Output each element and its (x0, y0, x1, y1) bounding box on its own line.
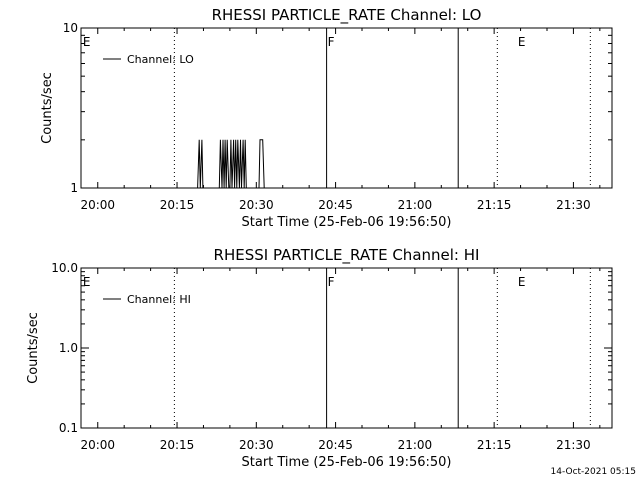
x-tick-label: 20:30 (239, 438, 274, 452)
plot-frame (80, 27, 613, 189)
y-tick-label: 10.0 (51, 261, 78, 275)
event-marker-label: E (518, 275, 526, 289)
event-marker-label: E (83, 35, 91, 49)
y-tick-label: 1.0 (59, 341, 78, 355)
x-tick-label: 20:15 (160, 438, 195, 452)
legend-entry: Channel: LO (127, 53, 194, 66)
x-tick-label: 20:00 (80, 438, 115, 452)
x-tick-label: 21:30 (556, 438, 591, 452)
chart-panel-0: RHESSI PARTICLE_RATE Channel: LO Start Ti… (40, 6, 613, 230)
x-tick-label: 21:00 (398, 438, 433, 452)
x-tick-label: 21:15 (477, 438, 512, 452)
x-axis-label: Start Time (25-Feb-06 19:56:50) (242, 455, 452, 470)
x-tick-label: 20:45 (318, 198, 353, 212)
chart-title: RHESSI PARTICLE_RATE Channel: LO (212, 6, 482, 25)
chart-title: RHESSI PARTICLE_RATE Channel: HI (214, 246, 480, 265)
event-marker-label: E (518, 35, 526, 49)
x-axis-label: Start Time (25-Feb-06 19:56:50) (242, 215, 452, 230)
series-line-0 (197, 139, 265, 189)
x-tick-label: 20:00 (80, 198, 115, 212)
x-tick-label: 21:30 (556, 198, 591, 212)
x-tick-label: 21:00 (398, 198, 433, 212)
x-tick-label: 20:30 (239, 198, 274, 212)
event-marker-label: E (83, 275, 91, 289)
x-tick-label: 21:15 (477, 198, 512, 212)
legend-entry: Channel: HI (127, 293, 191, 306)
timestamp: 14-Oct-2021 05:15 (551, 467, 636, 477)
y-axis-label: Counts/sec (40, 72, 55, 144)
y-axis-label: Counts/sec (26, 312, 41, 384)
event-marker-label: F (328, 275, 335, 289)
event-marker-label: F (328, 35, 335, 49)
y-tick-label: 0.1 (59, 421, 78, 435)
y-tick-label: 1 (70, 181, 78, 195)
x-tick-label: 20:45 (318, 438, 353, 452)
y-tick-label: 10 (63, 21, 78, 35)
chart-panel-1: RHESSI PARTICLE_RATE Channel: HI Start Ti… (26, 246, 613, 470)
x-tick-label: 20:15 (160, 198, 195, 212)
plot-frame (80, 267, 613, 429)
